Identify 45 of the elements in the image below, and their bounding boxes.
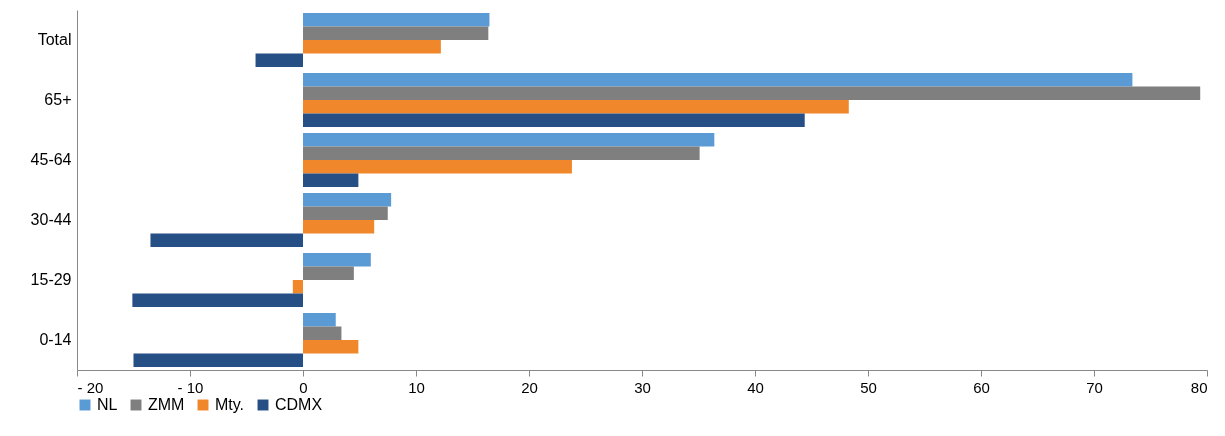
x-tick-label: 10 [408,378,425,396]
bar [303,133,715,147]
x-tick-label: - 10 [177,378,204,396]
y-tick-label: 45-64 [30,151,72,168]
bar [303,86,1201,100]
x-tick-label: 20 [521,378,538,396]
y-tick-label: 15-29 [30,271,72,288]
legend-label: CDMX [275,396,323,413]
bar [303,253,371,267]
x-tick-label: 50 [860,378,877,396]
y-tick-label: Total [37,31,72,48]
bar [303,173,359,187]
bar [133,353,303,367]
bar [132,293,303,307]
bar [303,160,572,174]
bar [303,206,388,220]
bar [303,220,375,234]
legend-label: ZMM [148,396,185,413]
bar [303,266,354,280]
bar [303,146,700,160]
bar [303,193,392,207]
y-tick-label: 65+ [44,91,72,108]
legend-label: Mty. [215,396,245,413]
x-tick-label: 40 [747,378,764,396]
bar [303,100,849,114]
x-tick-label: 70 [1086,378,1103,396]
bar [303,13,490,27]
x-tick-label: 0 [299,378,308,396]
y-tick-label: 0-14 [39,331,72,348]
x-tick-label: 60 [973,378,990,396]
bar [255,53,303,67]
bar [303,40,441,54]
bar [303,113,805,127]
bar [303,313,336,327]
bar [303,326,342,340]
x-tick-label: - 20 [77,378,104,396]
bar [303,26,489,40]
y-tick-label: 30-44 [30,211,72,228]
bar [150,233,303,247]
x-tick-label: 30 [634,378,651,396]
bar [303,73,1133,87]
bar [303,340,359,354]
bar [292,280,303,294]
x-tick-label: 80 [1190,378,1208,396]
legend-label: NL [97,396,118,413]
